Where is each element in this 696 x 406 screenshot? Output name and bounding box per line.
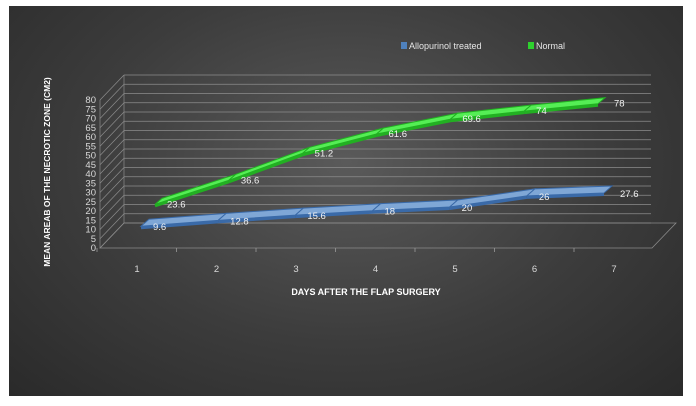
series-segment-edge xyxy=(372,207,450,214)
x-tick-label: 7 xyxy=(611,264,616,275)
side-gridline xyxy=(99,213,125,239)
x-tick-label: 3 xyxy=(293,264,298,275)
side-gridline xyxy=(99,74,125,101)
y-tick-label: 75 xyxy=(85,104,96,115)
side-gridline xyxy=(99,130,125,156)
side-gridline xyxy=(99,148,125,175)
y-tick-label: 15 xyxy=(85,215,96,226)
series-segment-edge xyxy=(450,111,525,123)
y-tick-label: 5 xyxy=(91,234,96,245)
data-label: 78 xyxy=(614,99,625,110)
x-tick-label: 2 xyxy=(214,264,219,275)
series-segment-edge xyxy=(154,180,230,208)
y-tick-label: 55 xyxy=(85,141,96,152)
side-gridline xyxy=(99,167,125,193)
data-label: 12.8 xyxy=(230,216,249,227)
data-label: 15.6 xyxy=(307,211,326,222)
series-segment-edge xyxy=(302,134,377,157)
legend: Allopurinol treated Normal xyxy=(401,41,565,51)
y-tick-label: 25 xyxy=(85,197,96,208)
series-allopurinol xyxy=(139,185,614,230)
y-tick-label: 35 xyxy=(85,178,96,189)
data-label: 18 xyxy=(385,207,396,218)
data-labels-layer: 9.6 12.8 15.6 18 20 26 27.6 23.6 36.6 51.2 61.6 69.… xyxy=(153,99,639,234)
side-gridline xyxy=(99,195,125,221)
y-tick-label: 30 xyxy=(85,188,96,199)
side-gridline xyxy=(99,185,125,212)
series-segment-edge xyxy=(140,220,219,230)
data-label: 20 xyxy=(462,203,473,214)
side-gridline xyxy=(99,121,125,147)
side-gridline xyxy=(99,139,125,165)
series-normal xyxy=(154,97,607,208)
x-tick-label: 4 xyxy=(373,264,378,275)
x-tick-label: 5 xyxy=(452,264,457,275)
y-tick-label: 65 xyxy=(85,123,96,134)
data-label: 23.6 xyxy=(167,199,186,210)
series-segment-edge xyxy=(449,195,528,210)
y-tick-label: 45 xyxy=(85,160,96,171)
y-axis-title: MEAN AREAB OF THE NECROTIC ZONE (CM2) xyxy=(42,77,52,267)
side-gridline xyxy=(99,204,125,230)
data-label: 27.6 xyxy=(620,189,639,200)
chart-background xyxy=(9,6,683,396)
series-segment-edge xyxy=(228,153,304,184)
data-label: 69.6 xyxy=(462,114,481,125)
legend-label-allopurinol: Allopurinol treated xyxy=(409,41,482,51)
x-tick-label: 6 xyxy=(532,264,537,275)
x-tick-label: 1 xyxy=(134,264,139,275)
y-tick-label: 40 xyxy=(85,169,96,180)
y-tick-label: 10 xyxy=(85,225,96,236)
legend-swatch-normal xyxy=(528,42,534,49)
side-gridline xyxy=(99,93,125,119)
series-segment-edge xyxy=(295,210,373,219)
data-label: 51.2 xyxy=(315,148,334,159)
legend-swatch-allopurinol xyxy=(401,42,407,49)
side-gridline xyxy=(99,111,125,138)
series-layer xyxy=(139,97,614,230)
series-segment-edge xyxy=(524,103,599,115)
y-tick-label: 60 xyxy=(85,132,96,143)
data-label: 61.6 xyxy=(389,129,408,140)
side-gridline xyxy=(99,176,125,202)
side-gridline xyxy=(99,84,125,110)
legend-label-normal: Normal xyxy=(536,41,565,51)
x-axis-title: DAYS AFTER THE FLAP SURGERY xyxy=(291,287,440,297)
y-tick-label: 0 xyxy=(91,243,96,254)
data-labels-normal: 23.6 36.6 51.2 61.6 69.6 74 78 xyxy=(167,99,625,211)
floor-outline xyxy=(99,222,677,249)
data-label: 26 xyxy=(539,192,550,203)
data-labels-allopurinol: 9.6 12.8 15.6 18 20 26 27.6 xyxy=(153,189,639,233)
series-segment-edge xyxy=(218,215,296,224)
data-label: 9.6 xyxy=(153,222,166,233)
y-tick-label: 20 xyxy=(85,206,96,217)
x-axis-tick-labels: 1 2 3 4 5 6 7 xyxy=(96,248,617,275)
series-segment-edge xyxy=(526,192,605,199)
series-segment-edge xyxy=(376,119,451,138)
data-label: 36.6 xyxy=(241,175,259,186)
y-tick-label: 50 xyxy=(85,151,96,162)
data-label: 74 xyxy=(536,106,547,117)
y-tick-label: 70 xyxy=(85,114,96,125)
chart-floor xyxy=(99,222,677,249)
y-tick-label: 80 xyxy=(85,95,96,106)
side-gridline xyxy=(99,158,125,184)
side-gridline xyxy=(99,102,125,128)
